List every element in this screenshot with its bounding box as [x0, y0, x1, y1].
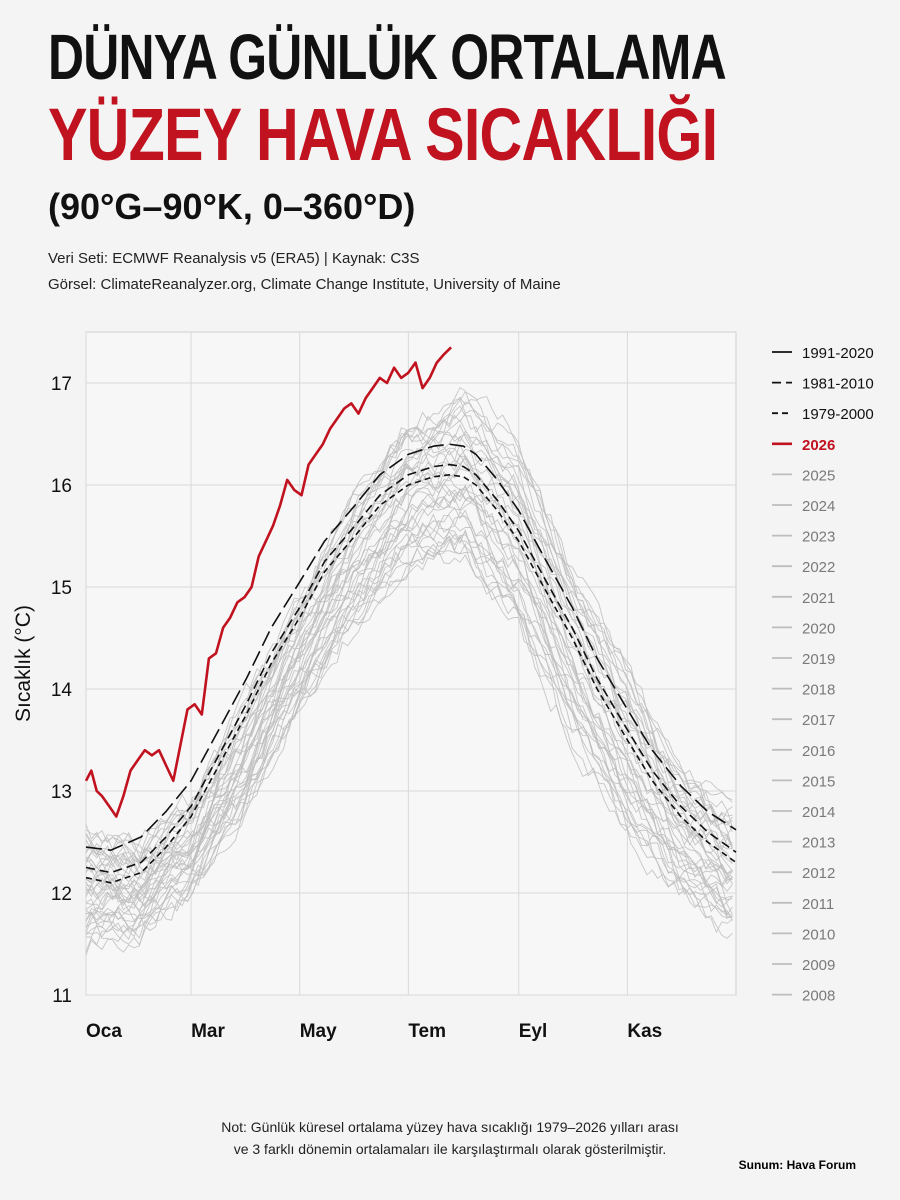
x-tick-label: May	[300, 1021, 337, 1042]
footnote-line-1: Not: Günlük küresel ortalama yüzey hava …	[221, 1119, 679, 1135]
temperature-chart: 11 12 13 14 15 16 17 Oca Mar May Tem Eyl Kas Sıcaklık…	[12, 331, 874, 1042]
history-year-line	[85, 529, 733, 939]
legend-label: 1991-2020	[802, 345, 874, 362]
legend-label: 2023	[802, 529, 835, 546]
x-tick-label: Mar	[191, 1021, 225, 1042]
footnote: Not: Günlük küresel ortalama yüzey hava …	[100, 1116, 800, 1160]
title-line-2: YÜZEY HAVA SICAKLIĞI	[48, 93, 718, 176]
legend-label: 2012	[802, 865, 835, 882]
legend-label: 2022	[802, 559, 835, 576]
history-year-line	[85, 423, 733, 875]
history-year-line	[85, 448, 733, 891]
visual-source: Görsel: ClimateReanalyzer.org, Climate C…	[48, 276, 561, 293]
series-line-1991-2020	[85, 443, 737, 852]
y-tick-label: 17	[51, 374, 72, 395]
series-line-1979-2000	[85, 473, 737, 884]
series-line-2026	[84, 346, 453, 818]
legend-label: 2025	[802, 467, 835, 484]
legend-label: 2017	[802, 712, 835, 729]
history-year-line	[85, 550, 733, 956]
credit: Sunum: Hava Forum	[738, 1158, 856, 1172]
history-year-line	[85, 396, 733, 855]
footnote-line-2: ve 3 farklı dönemin ortalamaları ile kar…	[233, 1141, 667, 1157]
legend-label: 2018	[802, 682, 835, 699]
dataset-source: Veri Seti: ECMWF Reanalysis v5 (ERA5) | …	[48, 250, 420, 267]
legend-label: 1979-2000	[802, 406, 874, 423]
y-tick-label: 12	[51, 884, 72, 905]
y-tick-label: 14	[51, 680, 73, 701]
x-tick-label: Tem	[408, 1021, 446, 1042]
legend-label: 2020	[802, 620, 835, 637]
legend-label: 2011	[802, 896, 834, 913]
x-tick-label: Eyl	[519, 1021, 548, 1042]
history-year-line	[85, 419, 733, 868]
legend-label: 2015	[802, 773, 835, 790]
title-line-1: DÜNYA GÜNLÜK ORTALAMA	[48, 21, 727, 93]
history-year-line	[85, 482, 733, 898]
history-year-line	[85, 401, 733, 859]
legend-label: 2008	[802, 988, 835, 1005]
legend-label: 2024	[802, 498, 835, 515]
history-year-line	[85, 506, 733, 922]
y-tick-label: 15	[51, 578, 72, 599]
legend-label: 2019	[802, 651, 835, 668]
title-line-3: (90°G–90°K, 0–360°D)	[48, 186, 416, 227]
series-line-1981-2010	[85, 463, 737, 874]
legend-label: 2016	[802, 743, 835, 760]
x-tick-label: Kas	[627, 1021, 662, 1042]
legend-label: 2021	[802, 590, 835, 607]
legend-label: 2014	[802, 804, 835, 821]
history-year-line	[85, 386, 733, 854]
history-year-line	[85, 497, 733, 923]
legend-label: 1981-2010	[802, 376, 874, 393]
y-tick-label: 16	[51, 476, 72, 497]
history-year-line	[85, 442, 733, 889]
legend-label: 2026	[802, 437, 835, 454]
history-year-line	[86, 538, 733, 953]
y-tick-label: 11	[52, 986, 72, 1007]
legend-label: 2013	[802, 835, 835, 852]
history-year-line	[85, 480, 733, 911]
history-year-line	[85, 471, 733, 902]
legend-label: 2010	[802, 926, 835, 943]
history-year-line	[85, 391, 733, 857]
x-tick-label: Oca	[86, 1021, 122, 1042]
y-axis-label: Sıcaklık (°C)	[12, 605, 35, 722]
legend-label: 2009	[802, 957, 835, 974]
history-year-line	[85, 534, 733, 938]
history-year-line	[85, 528, 733, 933]
y-tick-label: 13	[51, 782, 72, 803]
